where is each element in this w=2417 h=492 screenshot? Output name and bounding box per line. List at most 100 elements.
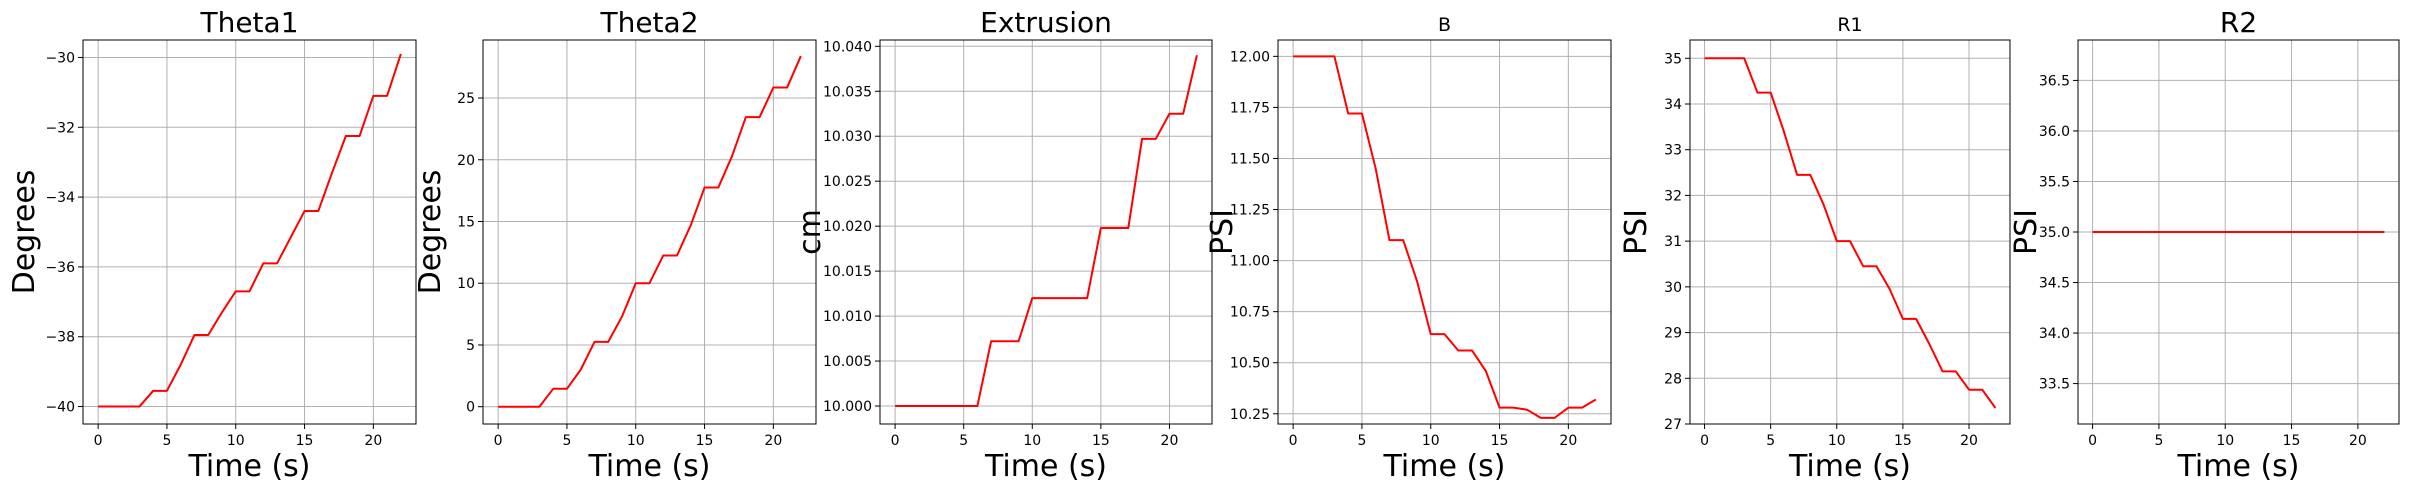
series-line: [498, 55, 802, 408]
y-tick-label: 15: [457, 215, 475, 231]
y-tick-label: 29: [1664, 326, 1682, 342]
y-tick-label: 34.5: [2039, 276, 2070, 292]
y-tick-label: −40: [45, 400, 75, 416]
chart-title: B: [1438, 14, 1451, 36]
x-tick-label: 20: [1161, 433, 1179, 449]
subplot-1: 0 5 10 15 20 −40 −38 −36 −34 −32 −30 Theta1 Time (s)…: [7, 6, 417, 484]
x-tick-label: 5: [959, 433, 968, 449]
x-tick-label: 5: [2154, 433, 2163, 449]
series-line: [1293, 55, 1597, 419]
subplot-6: 0 5 10 15 20 33.5 34.0 34.5 35.0 35.5 36.0 36.5 R2 Ti…: [2009, 6, 2400, 484]
x-tick-label: 0: [1289, 433, 1298, 449]
y-tick-label: 12.00: [1230, 49, 1270, 65]
y-tick-label: 10.025: [823, 174, 872, 190]
x-tick-label: 20: [764, 433, 782, 449]
y-tick-label: 11.75: [1230, 100, 1270, 116]
y-tick-label: 20: [457, 153, 475, 169]
axes-frame: [82, 39, 417, 425]
x-axis-label: Time (s): [984, 449, 1107, 484]
y-tick-label: 11.50: [1230, 151, 1270, 167]
x-tick-label: 15: [696, 433, 714, 449]
series-line: [1704, 57, 1997, 409]
y-tick-label: 11.25: [1230, 203, 1270, 219]
x-tick-label: 5: [162, 433, 171, 449]
y-tick-label: 10.020: [823, 219, 872, 235]
x-tick-label: 15: [1092, 433, 1110, 449]
y-tick-label: 5: [466, 338, 475, 354]
x-tick-label: 0: [494, 433, 503, 449]
chart-title: R1: [1837, 14, 1862, 36]
axes-frame: [1277, 39, 1612, 425]
plot-area: [1690, 40, 2010, 424]
y-tick-label: 0: [466, 400, 475, 416]
x-axis-label: Time (s): [1788, 449, 1911, 484]
x-tick-label: 15: [2283, 433, 2301, 449]
plot-area: [1278, 40, 1611, 424]
y-tick-label: 10.000: [823, 399, 872, 415]
y-tick-label: 10.25: [1230, 407, 1270, 423]
subplot-3: 0 5 10 15 20 10.000 10.005 10.010 10.015 10.020 10…: [793, 6, 1213, 484]
x-tick-label: 10: [1422, 433, 1440, 449]
y-tick-label: 33: [1664, 143, 1682, 159]
y-tick-label: 10.75: [1230, 305, 1270, 321]
y-axis-label: cm: [793, 209, 828, 255]
x-tick-label: 15: [296, 433, 314, 449]
x-tick-label: 10: [1023, 433, 1041, 449]
y-axis-label: Degrees: [413, 170, 448, 295]
y-axis-label: PSI: [1205, 209, 1240, 255]
series-line: [98, 53, 402, 408]
y-tick-label: 35.0: [2039, 225, 2070, 241]
x-axis-label: Time (s): [588, 449, 711, 484]
x-tick-label: 15: [1491, 433, 1509, 449]
y-tick-label: 31: [1664, 234, 1682, 250]
x-tick-label: 10: [2216, 433, 2234, 449]
subplot-4: 0 5 10 15 20 10.25 10.50 10.75 11.00 11.25 11.50 11…: [1205, 14, 1612, 484]
x-tick-label: 20: [2349, 433, 2367, 449]
y-tick-label: 10.030: [823, 129, 872, 145]
y-tick-label: 35: [1664, 51, 1682, 67]
y-tick-label: 34.0: [2039, 326, 2070, 342]
x-tick-label: 20: [1559, 433, 1577, 449]
y-tick-label: 36.5: [2039, 73, 2070, 89]
y-tick-label: 35.5: [2039, 174, 2070, 190]
x-tick-label: 0: [2088, 433, 2097, 449]
y-tick-label: 10.015: [823, 264, 872, 280]
axes-frame: [482, 39, 817, 425]
y-tick-label: 36.0: [2039, 124, 2070, 140]
y-tick-label: 34: [1664, 97, 1682, 113]
y-tick-label: −38: [45, 330, 75, 346]
y-tick-label: 27: [1664, 417, 1682, 433]
axes-frame: [2077, 39, 2400, 425]
x-tick-label: 0: [891, 433, 900, 449]
y-tick-label: 10.50: [1230, 356, 1270, 372]
chart-title: Theta2: [599, 6, 698, 39]
x-tick-label: 5: [1357, 433, 1366, 449]
y-tick-label: −36: [45, 260, 75, 276]
x-axis-label: Time (s): [2177, 449, 2300, 484]
x-tick-label: 0: [1700, 433, 1709, 449]
y-tick-label: 28: [1664, 371, 1682, 387]
plot-area: [483, 40, 816, 424]
subplot-5: 0 5 10 15 20 27 28 29 30 31 32 33 34 35 R1 Time (s) PSI: [1619, 14, 2011, 484]
x-tick-label: 20: [364, 433, 382, 449]
axes-frame: [879, 39, 1213, 425]
y-tick-label: 25: [457, 91, 475, 107]
plot-area: [880, 40, 1212, 424]
y-tick-label: −30: [45, 50, 75, 66]
y-tick-label: 33.5: [2039, 377, 2070, 393]
y-axis-label: PSI: [1619, 209, 1654, 255]
x-tick-label: 15: [1894, 433, 1912, 449]
y-tick-label: 11.00: [1230, 254, 1270, 270]
x-tick-label: 10: [227, 433, 245, 449]
x-tick-label: 10: [627, 433, 645, 449]
y-tick-label: −34: [45, 190, 75, 206]
subplot-2: 0 5 10 15 20 0 5 10 15 20 25 Theta2 Time (s) Degrees: [413, 6, 817, 484]
series-line: [895, 55, 1198, 408]
y-tick-label: 10.010: [823, 309, 872, 325]
x-tick-label: 5: [1766, 433, 1775, 449]
x-axis-label: Time (s): [188, 449, 311, 484]
y-tick-label: 10: [457, 276, 475, 292]
chart-title: Theta1: [199, 6, 298, 39]
y-tick-label: 32: [1664, 188, 1682, 204]
chart-title: Extrusion: [980, 6, 1112, 39]
